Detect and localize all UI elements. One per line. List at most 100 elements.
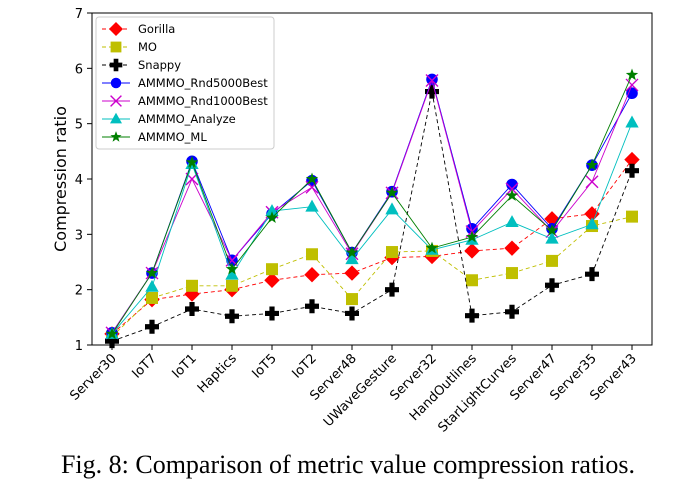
legend-entry-gorilla: Gorilla (102, 21, 175, 37)
point-mo-haptics (226, 279, 238, 292)
point-gorilla-iot5 (264, 272, 280, 288)
legend-marker (110, 131, 122, 142)
point-ammmo-rnd5000best-handoutlines (466, 223, 478, 235)
x-tick-label-iot1: IoT1 (169, 351, 199, 381)
point-gorilla-server48 (344, 265, 360, 281)
point-ammmo-analyze-iot7 (145, 279, 159, 292)
point-snappy-handoutlines (465, 308, 479, 323)
point-snappy-iot5 (265, 306, 279, 321)
point-gorilla-starlightcurves (504, 240, 520, 256)
y-tick-label: 2 (75, 284, 83, 299)
point-snappy-server48 (345, 306, 359, 321)
legend-entry-ammmo-ml: AMMMO_ML (102, 130, 207, 144)
legend-entry-ammmo-rnd1000best: AMMMO_Rnd1000Best (102, 94, 268, 108)
point-ammmo-analyze-server47 (545, 231, 559, 244)
y-axis-label: Compression ratio (51, 106, 70, 252)
point-ammmo-rnd5000best-server43 (626, 87, 638, 100)
point-ammmo-analyze-server43 (625, 115, 639, 128)
series-layer (104, 68, 640, 349)
point-gorilla-handoutlines (464, 243, 480, 259)
series-line-ammmo-ml (111, 74, 633, 335)
y-tick-label: 1 (75, 339, 83, 354)
point-ammmo-analyze-haptics (225, 267, 239, 280)
legend-label: Gorilla (138, 22, 175, 36)
series-ammmo-ml (105, 68, 639, 340)
y-tick-label: 5 (75, 118, 83, 133)
point-ammmo-ml-haptics (225, 262, 239, 275)
point-snappy-server35 (585, 267, 599, 282)
point-snappy-iot2 (305, 299, 319, 314)
point-mo-uwavegesture (386, 246, 398, 259)
point-ammmo-analyze-uwavegesture (385, 202, 399, 215)
point-snappy-server32 (425, 84, 439, 99)
point-ammmo-ml-server48 (345, 246, 359, 258)
point-ammmo-rnd1000best-server43 (625, 78, 639, 92)
point-mo-server47 (546, 254, 558, 267)
point-ammmo-analyze-server48 (345, 252, 359, 265)
point-ammmo-ml-server35 (585, 158, 599, 171)
point-ammmo-ml-uwavegesture (385, 186, 399, 199)
point-snappy-server47 (545, 278, 559, 293)
legend: Gorilla MO Snappy AMMMO_Rnd5000Best AMMMO_Rn… (95, 16, 275, 150)
point-ammmo-rnd1000best-starlightcurves (505, 182, 519, 196)
x-tick-label-server30: Server30 (67, 351, 119, 403)
point-snappy-starlightcurves (505, 304, 519, 319)
point-snappy-server43 (625, 163, 639, 178)
point-mo-starlightcurves (506, 267, 518, 280)
x-tick-label-iot7: IoT7 (129, 351, 159, 381)
legend-marker (110, 95, 122, 107)
y-tick-label: 7 (75, 7, 83, 22)
point-ammmo-analyze-server35 (585, 217, 599, 230)
point-ammmo-ml-handoutlines (465, 230, 479, 243)
point-ammmo-ml-server30 (105, 327, 119, 340)
legend-entry-snappy: Snappy (102, 58, 181, 72)
legend-box (95, 16, 275, 150)
point-snappy-server30 (105, 334, 119, 349)
series-snappy (105, 84, 639, 349)
x-tick-label-iot2: IoT2 (289, 351, 319, 381)
point-ammmo-ml-iot7 (145, 266, 159, 279)
point-mo-iot1 (186, 279, 198, 292)
point-ammmo-rnd5000best-starlightcurves (506, 178, 518, 191)
legend-marker (110, 41, 122, 53)
point-mo-iot5 (266, 263, 278, 276)
y-axis: 1 2 3 4 5 6 7 (75, 7, 92, 354)
series-mo (106, 210, 638, 343)
x-tick-label-iot5: IoT5 (249, 351, 279, 381)
legend-entry-ammmo-analyze: AMMMO_Analyze (102, 112, 236, 126)
x-tick-label-uwavegesture: UWaveGesture (321, 351, 400, 430)
legend-marker (110, 112, 122, 124)
point-ammmo-analyze-starlightcurves (505, 215, 519, 228)
point-gorilla-iot2 (304, 267, 320, 283)
legend-label: AMMMO_Rnd1000Best (138, 94, 268, 108)
point-ammmo-ml-server47 (545, 223, 559, 236)
point-ammmo-analyze-iot2 (305, 199, 319, 212)
legend-label: AMMMO_Analyze (138, 112, 236, 126)
legend-label: AMMMO_ML (138, 130, 207, 144)
point-mo-iot7 (146, 291, 158, 304)
point-mo-handoutlines (466, 274, 478, 287)
point-ammmo-rnd1000best-server32 (425, 74, 439, 88)
figure-caption: Fig. 8: Comparison of metric value compr… (60, 450, 636, 479)
point-snappy-uwavegesture (385, 282, 399, 297)
legend-label: MO (138, 40, 157, 54)
point-ammmo-ml-server43 (625, 68, 639, 81)
legend-marker (110, 77, 122, 89)
point-snappy-iot1 (185, 302, 199, 317)
point-mo-server43 (626, 210, 638, 223)
point-ammmo-analyze-iot5 (265, 204, 279, 216)
legend-marker (108, 21, 124, 37)
point-ammmo-ml-starlightcurves (505, 189, 519, 201)
point-ammmo-ml-iot5 (265, 211, 279, 223)
point-ammmo-ml-server32 (425, 241, 439, 254)
y-tick-label: 3 (75, 228, 83, 243)
legend-entry-ammmo-rnd5000best: AMMMO_Rnd5000Best (102, 76, 268, 90)
point-mo-server48 (346, 293, 358, 306)
point-mo-iot2 (306, 248, 318, 261)
legend-label: Snappy (138, 58, 181, 72)
series-line-ammmo-analyze (111, 122, 633, 335)
y-tick-label: 4 (75, 173, 83, 188)
y-tick-label: 6 (75, 62, 83, 77)
